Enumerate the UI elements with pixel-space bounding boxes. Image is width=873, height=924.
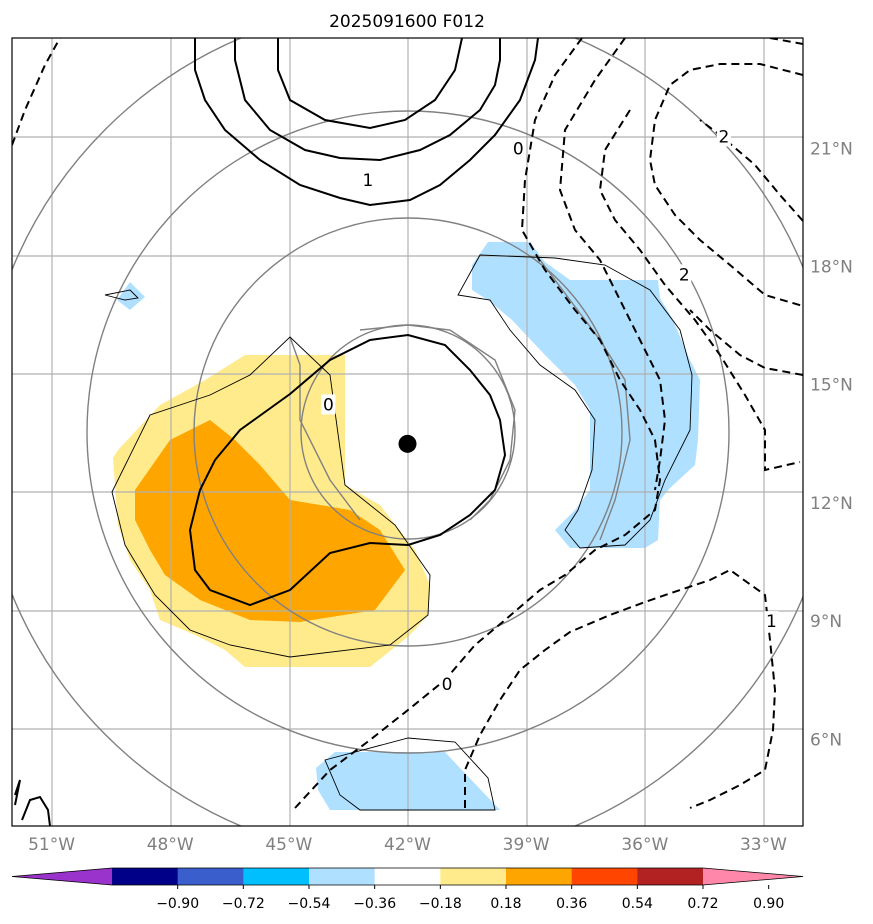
lat-tick-label: 21°N: [810, 139, 853, 159]
lon-tick-label: 39°W: [503, 835, 550, 855]
lat-tick-label: 18°N: [810, 258, 853, 278]
dashed-contours: [12, 38, 803, 809]
contour-label: 0: [323, 395, 334, 415]
colorbar-tick-label: 0.54: [622, 896, 653, 912]
colorbar-tick-label: −0.72: [222, 896, 265, 912]
map-frame: [11, 37, 804, 827]
colorbar-segment: [177, 868, 244, 885]
colorbar-tick-label: 0.18: [490, 896, 521, 912]
range-rings: [12, 38, 803, 826]
positive-anomaly-shading: [113, 355, 430, 667]
contour-label-background: [764, 611, 779, 632]
contour-label: 1: [363, 171, 374, 191]
longitude-tick-labels: 51°W 48°W 45°W 42°W 39°W 36°W 33°W: [28, 835, 787, 855]
contour-label-background: [511, 138, 526, 159]
map-area: 0 1 2 2 0 0 1: [12, 38, 803, 826]
contour-label: 0: [513, 139, 524, 159]
contour-label-background: [440, 674, 455, 695]
lat-tick-label: 9°N: [810, 612, 842, 632]
colorbar-tick-label: −0.54: [288, 896, 331, 912]
colorbar-tick-label: −0.18: [419, 896, 462, 912]
anomaly-edge-contours: [289, 259, 631, 541]
colorbar-extend-low: [12, 868, 112, 885]
lon-tick-label: 45°W: [265, 835, 312, 855]
storm-center-marker: [398, 434, 417, 453]
contour-label-background: [321, 394, 336, 415]
lat-tick-label: 12°N: [810, 494, 853, 514]
contour-label-background: [360, 169, 375, 190]
colorbar-segment: [243, 868, 310, 885]
lon-tick-label: 51°W: [28, 835, 75, 855]
plot-title: 2025091600 F012: [329, 12, 485, 32]
colorbar-tick-label: −0.36: [353, 896, 396, 912]
shading-outlines: [104, 254, 693, 811]
colorbar-segment: [374, 868, 441, 885]
colorbar-segment: [571, 868, 638, 885]
colorbar-segment: [112, 868, 179, 885]
contour-label-background: [716, 126, 731, 147]
lat-tick-label: 15°N: [810, 376, 853, 396]
colorbar-tick-label: 0.90: [753, 896, 784, 912]
colorbar-segment: [637, 868, 704, 885]
contour-label: 2: [679, 265, 690, 285]
lon-tick-label: 33°W: [740, 835, 787, 855]
colorbar-tick-label: 0.36: [556, 896, 587, 912]
colorbar-extend-high: [703, 868, 803, 885]
contour-label: 2: [718, 128, 729, 148]
contour-labels: 0 1 2 2 0 0 1: [321, 126, 779, 695]
colorbar-segment: [309, 868, 376, 885]
colorbar: −0.90 −0.72 −0.54 −0.36 −0.18 0.18 0.36 0.54 0.7…: [11, 867, 804, 912]
lon-tick-label: 36°W: [621, 835, 668, 855]
colorbar-outline: [11, 867, 804, 886]
colorbar-tick-label: 0.72: [687, 896, 718, 912]
lon-tick-label: 42°W: [384, 835, 431, 855]
solid-contours: [14, 38, 539, 826]
colorbar-tick-label: −0.90: [156, 896, 199, 912]
latitude-tick-labels: 21°N 18°N 15°N 12°N 9°N 6°N: [810, 139, 853, 750]
lat-tick-label: 6°N: [810, 730, 842, 750]
colorbar-segment: [506, 868, 573, 885]
colorbar-segment: [440, 868, 507, 885]
contour-label: 0: [442, 675, 453, 695]
lon-tick-label: 48°W: [147, 835, 194, 855]
contour-label: 1: [766, 612, 777, 632]
contour-label-background: [677, 264, 692, 285]
